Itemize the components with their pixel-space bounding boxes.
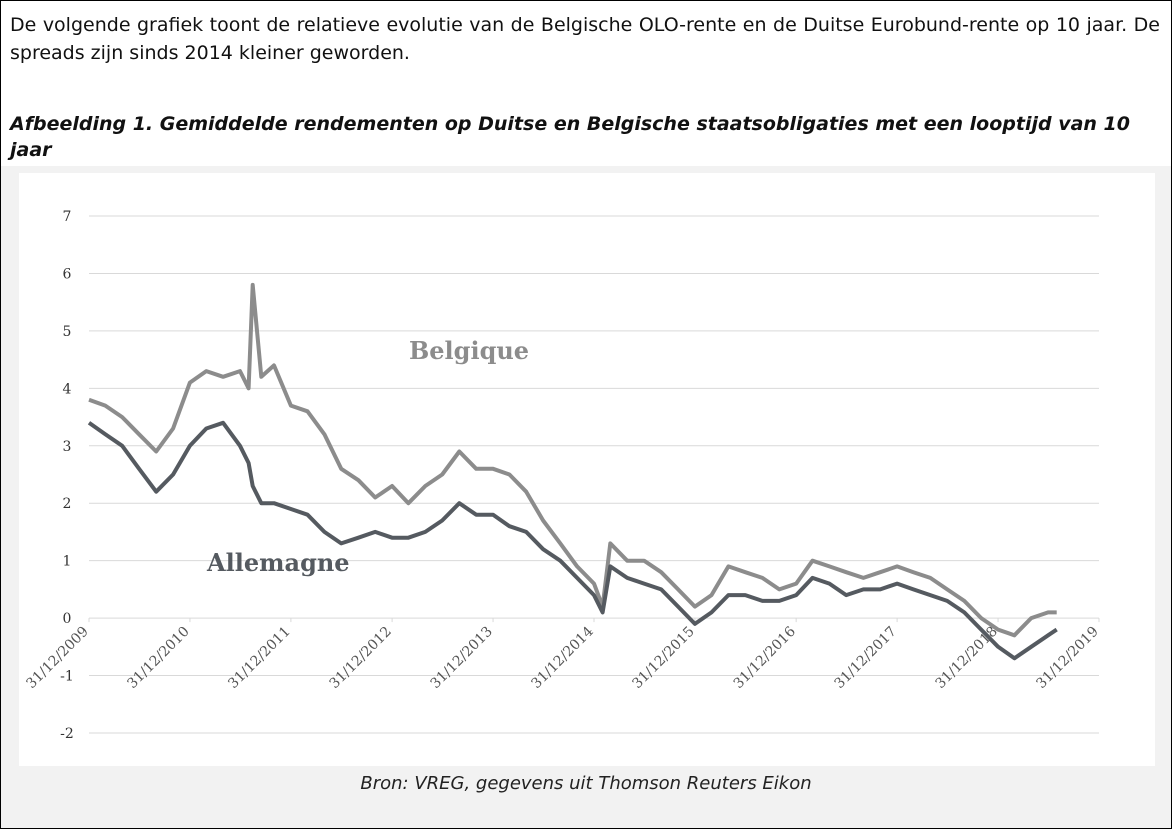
chart-area [19,173,1155,766]
y-tick-label: 7 [63,209,72,225]
paragraph: De volgende grafiek toont de relatieve e… [10,14,1160,64]
y-tick-label: 6 [63,266,72,282]
y-tick-label: 3 [63,439,72,455]
y-tick-label: 4 [63,381,72,397]
y-tick-label: 5 [63,324,72,340]
series-label: Allemagne [206,548,350,577]
y-tick-label: -1 [60,669,74,685]
y-tick-label: 2 [63,496,72,512]
y-tick-label: 0 [63,611,72,627]
y-tick-label: -2 [60,726,74,742]
series-line [88,282,1057,638]
series-line [87,420,1058,661]
figure-caption: Afbeelding 1. Gemiddelde rendementen op … [10,113,1130,161]
series-label: Belgique [409,336,529,365]
y-tick-label: 1 [63,554,72,570]
source-note: Bron: VREG, gegevens uit Thomson Reuters… [360,773,812,794]
